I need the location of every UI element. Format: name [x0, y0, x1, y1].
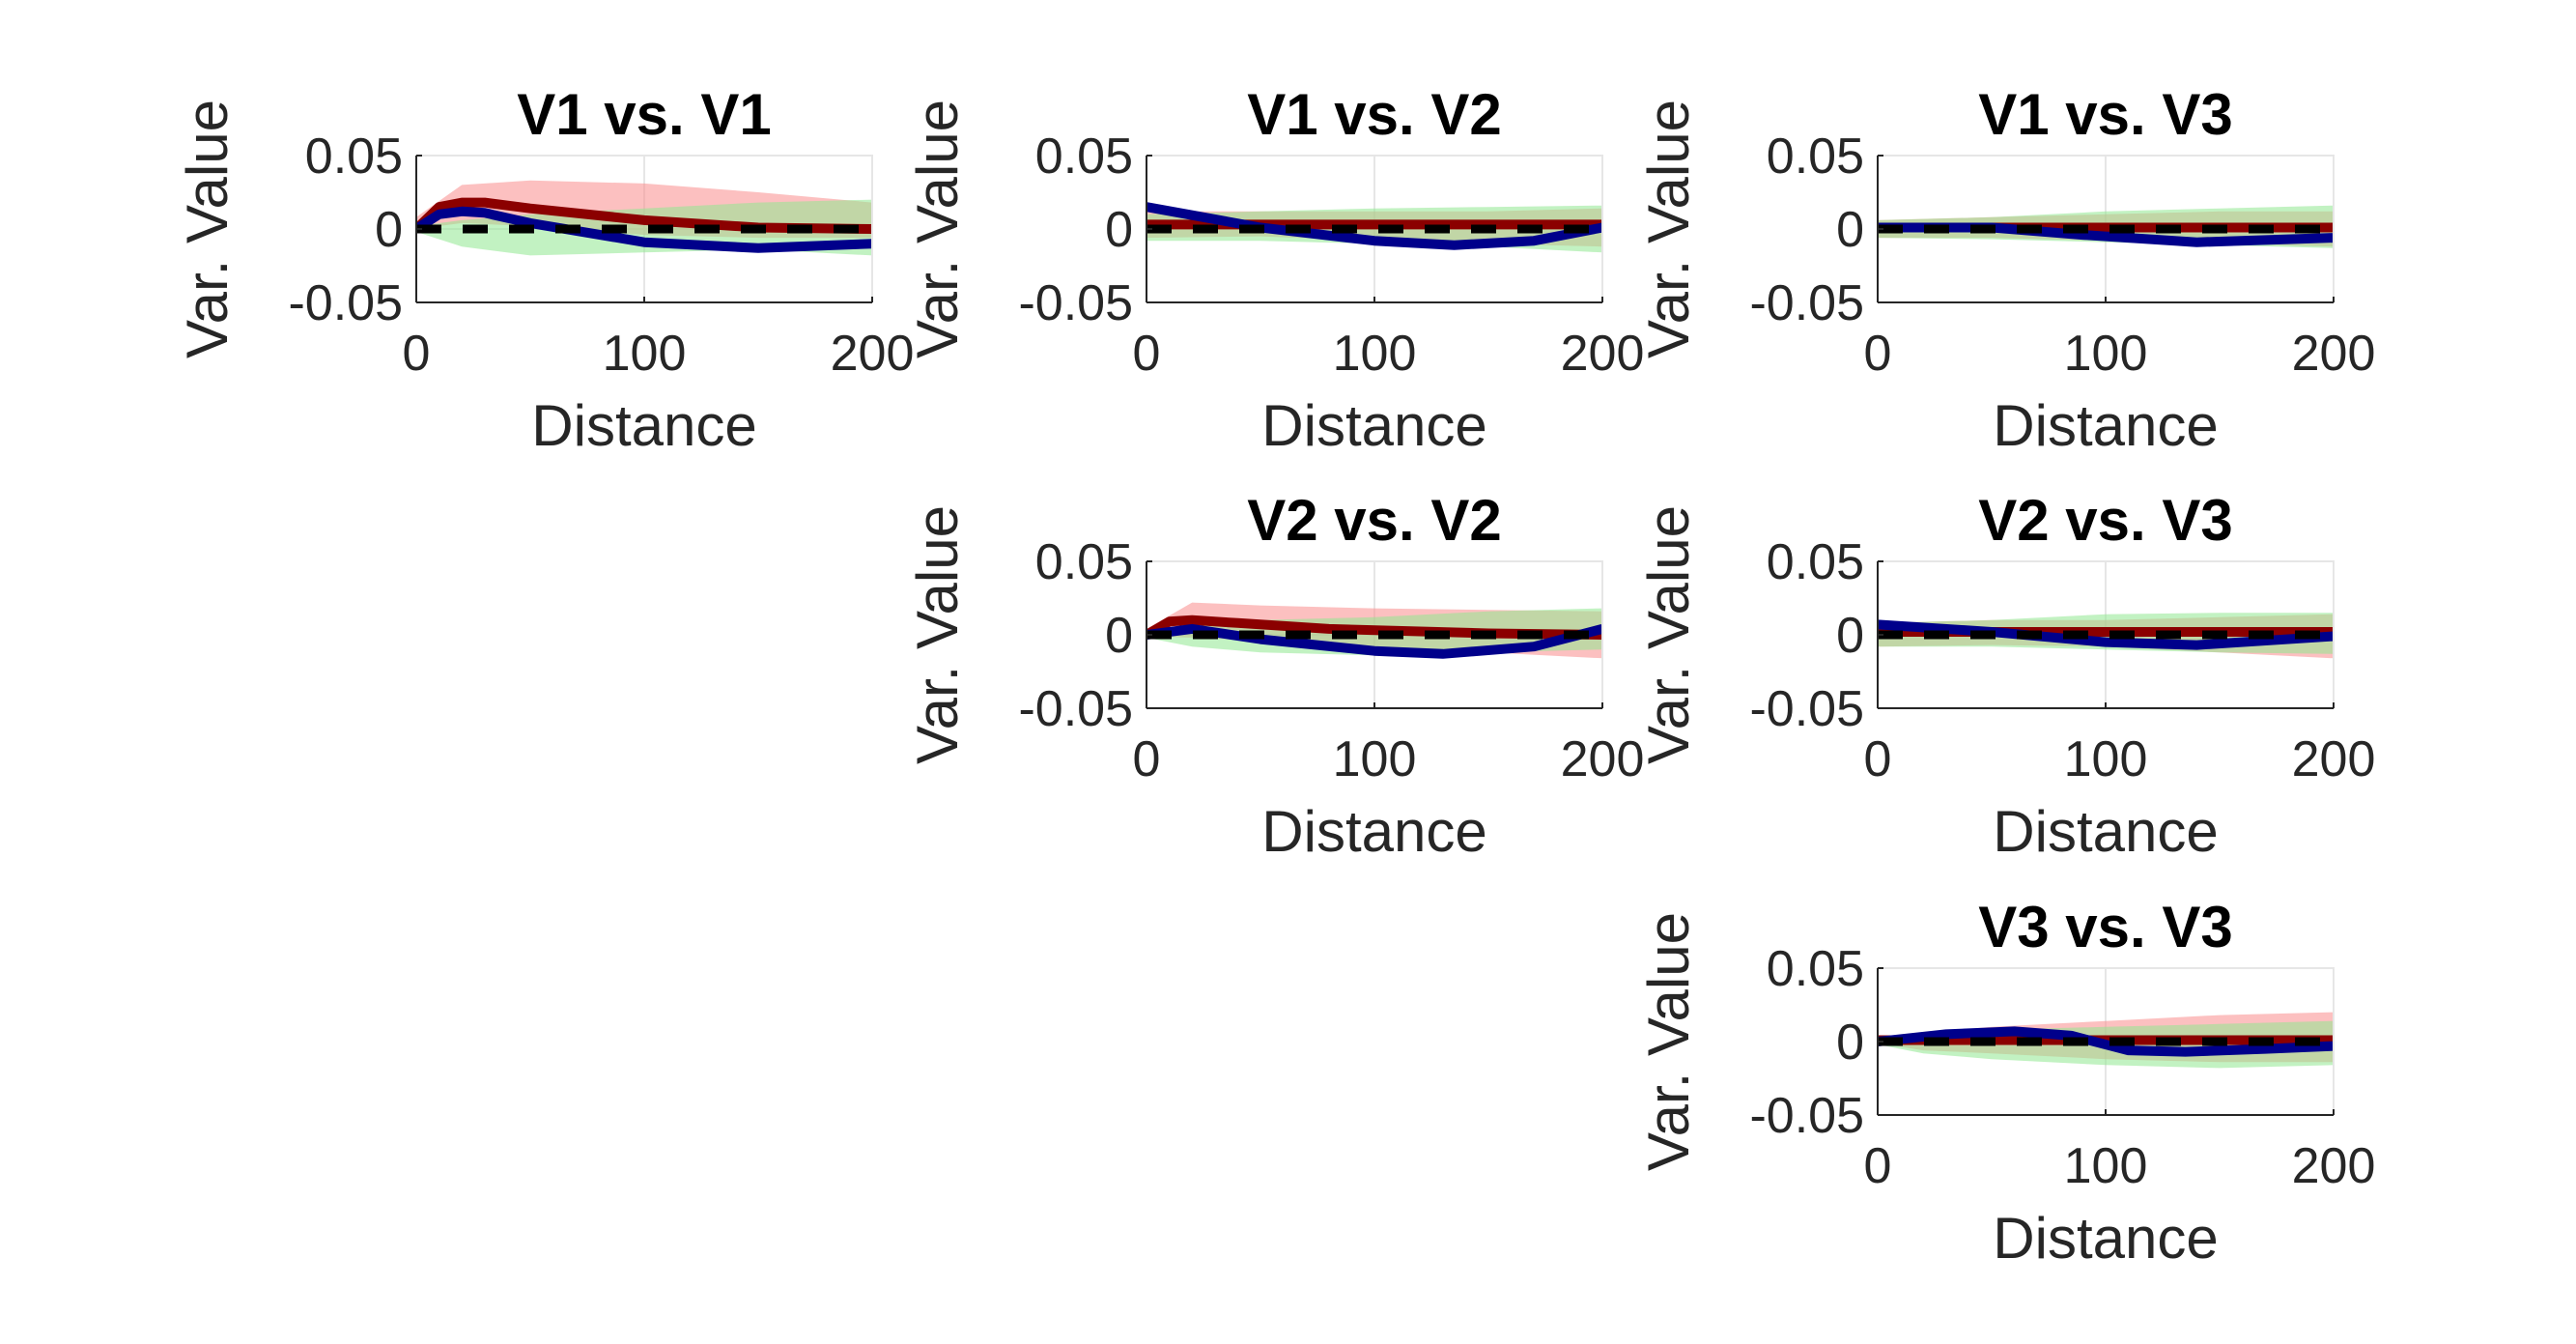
confidence-band-2 — [416, 199, 872, 256]
y-axis-label: Var. Value — [1636, 100, 1701, 358]
series-group — [1878, 613, 2334, 659]
y-tick-label: 0 — [1836, 1015, 1864, 1071]
series-line-4 — [416, 206, 872, 253]
series-group — [416, 180, 872, 256]
series-group — [1878, 205, 2334, 248]
x-tick-label: 100 — [1333, 326, 1417, 382]
subplot-title: V1 vs. V2 — [1247, 82, 1502, 147]
y-axis-label: Var. Value — [905, 505, 970, 764]
x-tick-label: 200 — [2292, 731, 2376, 787]
y-tick-label: 0 — [1836, 608, 1864, 664]
y-tick-label: -0.05 — [1018, 275, 1133, 331]
y-tick-label: 0.05 — [305, 129, 403, 185]
series-line-4 — [1878, 619, 2334, 650]
y-tick-label: 0.05 — [1767, 534, 1864, 590]
y-tick-label: 0.05 — [1767, 941, 1864, 997]
x-axis-label: Distance — [1993, 1206, 2218, 1271]
y-tick-label: -0.05 — [288, 275, 403, 331]
series-group — [1878, 1012, 2334, 1069]
x-tick-label: 0 — [1864, 731, 1892, 787]
series-group — [1146, 602, 1602, 659]
y-tick-label: -0.05 — [1749, 275, 1864, 331]
x-tick-label: 100 — [603, 326, 687, 382]
y-axis-label: Var. Value — [905, 100, 970, 358]
x-tick-label: 200 — [1561, 731, 1645, 787]
y-tick-label: 0.05 — [1035, 129, 1133, 185]
y-tick-label: 0 — [375, 202, 403, 258]
x-axis-label: Distance — [1993, 393, 2218, 458]
y-tick-label: -0.05 — [1749, 681, 1864, 737]
y-tick-label: 0 — [1105, 202, 1133, 258]
x-tick-label: 0 — [1864, 1138, 1892, 1194]
subplot-title: V1 vs. V3 — [1978, 82, 2233, 147]
y-axis-label: Var. Value — [1636, 505, 1701, 764]
x-axis-label: Distance — [1261, 799, 1486, 864]
x-tick-label: 0 — [1864, 326, 1892, 382]
y-tick-label: 0 — [1105, 608, 1133, 664]
subplot-title: V2 vs. V3 — [1978, 488, 2233, 553]
y-tick-label: -0.05 — [1749, 1088, 1864, 1144]
x-tick-label: 0 — [1133, 731, 1161, 787]
series-line-4 — [1146, 623, 1602, 659]
y-tick-label: 0.05 — [1035, 534, 1133, 590]
x-axis-label: Distance — [1261, 393, 1486, 458]
y-tick-label: -0.05 — [1018, 681, 1133, 737]
x-tick-label: 100 — [2064, 1138, 2148, 1194]
subplot-title: V1 vs. V1 — [517, 82, 772, 147]
series-line-3 — [416, 197, 872, 234]
x-tick-label: 0 — [1133, 326, 1161, 382]
x-axis-label: Distance — [531, 393, 756, 458]
x-tick-label: 200 — [2292, 326, 2376, 382]
subplot-title: V3 vs. V3 — [1978, 895, 2233, 959]
y-axis-label: Var. Value — [175, 100, 240, 358]
y-tick-label: 0.05 — [1767, 129, 1864, 185]
x-tick-label: 0 — [403, 326, 431, 382]
x-tick-label: 200 — [831, 326, 915, 382]
y-tick-label: 0 — [1836, 202, 1864, 258]
series-group — [1146, 202, 1602, 253]
subplot-title: V2 vs. V2 — [1247, 488, 1502, 553]
x-tick-label: 200 — [2292, 1138, 2376, 1194]
x-tick-label: 100 — [2064, 731, 2148, 787]
series-line-4 — [1878, 1026, 2334, 1057]
x-tick-label: 100 — [2064, 326, 2148, 382]
y-axis-label: Var. Value — [1636, 912, 1701, 1171]
x-axis-label: Distance — [1993, 799, 2218, 864]
series-line-4 — [1146, 202, 1602, 250]
x-tick-label: 100 — [1333, 731, 1417, 787]
x-tick-label: 200 — [1561, 326, 1645, 382]
series-line-4 — [1878, 222, 2334, 247]
